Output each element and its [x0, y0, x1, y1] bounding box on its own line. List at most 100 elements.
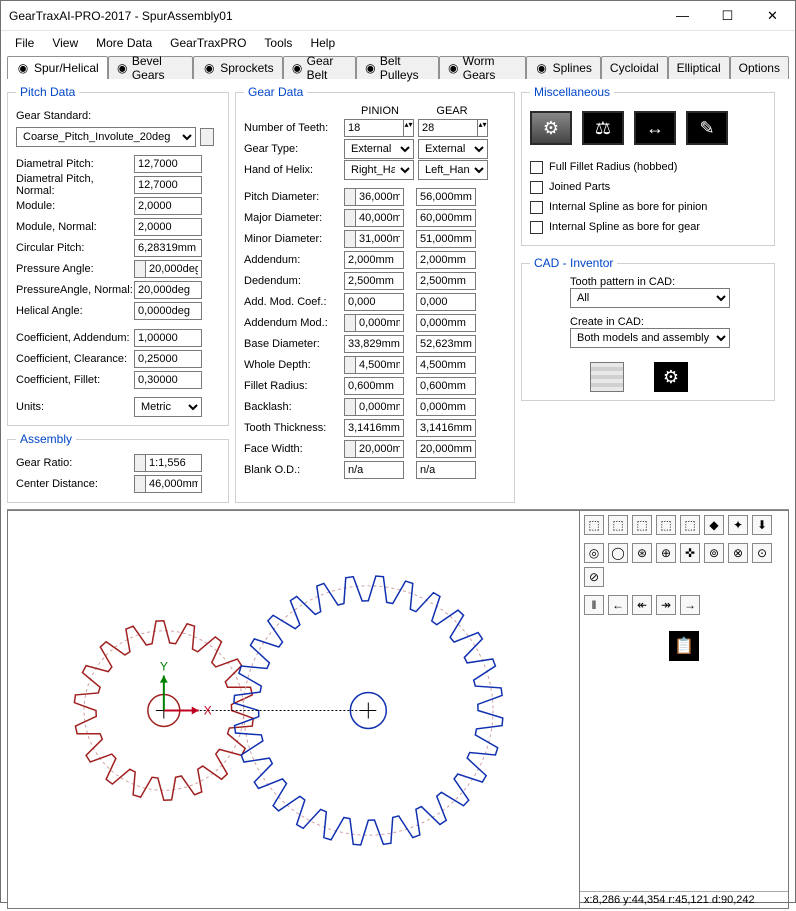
- value-input[interactable]: [134, 329, 202, 347]
- pinion-input[interactable]: [355, 188, 404, 206]
- gear-input[interactable]: [416, 419, 476, 437]
- misc-btn-1[interactable]: ⚙: [530, 111, 572, 145]
- value-input[interactable]: [134, 239, 202, 257]
- link-icon[interactable]: [344, 440, 355, 458]
- menu-more-data[interactable]: More Data: [96, 36, 152, 50]
- units-select[interactable]: Metric: [134, 397, 202, 417]
- gear-input[interactable]: [416, 440, 476, 458]
- clipboard-icon[interactable]: 📋: [669, 631, 699, 661]
- view2d-icon-8[interactable]: ⊘: [584, 567, 604, 587]
- menu-view[interactable]: View: [52, 36, 78, 50]
- misc-btn-4[interactable]: ✎: [686, 111, 728, 145]
- view2d-icon-3[interactable]: ⊕: [656, 543, 676, 563]
- link-icon[interactable]: [134, 260, 145, 278]
- gear-input[interactable]: [416, 335, 476, 353]
- teeth-gear-input[interactable]: [418, 119, 478, 137]
- link-icon[interactable]: [344, 188, 355, 206]
- tab-sprockets[interactable]: ◉Sprockets: [193, 56, 282, 79]
- ffwd-icon[interactable]: ↠: [656, 595, 676, 615]
- menu-help[interactable]: Help: [310, 36, 335, 50]
- type-gear-select[interactable]: External: [418, 139, 488, 159]
- view2d-icon-2[interactable]: ⊛: [632, 543, 652, 563]
- gear-input[interactable]: [416, 356, 476, 374]
- pinion-input[interactable]: [344, 419, 404, 437]
- value-input[interactable]: [134, 371, 202, 389]
- link-icon[interactable]: [344, 356, 355, 374]
- tab-spur-helical[interactable]: ◉Spur/Helical: [7, 56, 108, 79]
- view3d-icon-4[interactable]: ⬚: [680, 515, 700, 535]
- view3d-icon-5[interactable]: ◆: [704, 515, 724, 535]
- checkbox[interactable]: [530, 221, 543, 234]
- value-input[interactable]: [134, 176, 202, 194]
- value-input[interactable]: [145, 260, 202, 278]
- checkbox[interactable]: [530, 181, 543, 194]
- pinion-input[interactable]: [344, 272, 404, 290]
- view3d-icon-7[interactable]: ⬇: [752, 515, 772, 535]
- tab-options[interactable]: Options: [730, 56, 789, 79]
- pinion-input[interactable]: [344, 335, 404, 353]
- view3d-icon-0[interactable]: ⬚: [584, 515, 604, 535]
- pinion-input[interactable]: [355, 230, 404, 248]
- create-cad-select[interactable]: Both models and assembly: [570, 328, 730, 348]
- teeth-pinion-input[interactable]: [344, 119, 404, 137]
- pinion-input[interactable]: [344, 293, 404, 311]
- view2d-icon-4[interactable]: ✜: [680, 543, 700, 563]
- gear-input[interactable]: [416, 188, 476, 206]
- checkbox[interactable]: [530, 201, 543, 214]
- gear-input[interactable]: [416, 398, 476, 416]
- tab-worm-gears[interactable]: ◉Worm Gears: [439, 56, 526, 79]
- view2d-icon-7[interactable]: ⊙: [752, 543, 772, 563]
- tab-elliptical[interactable]: Elliptical: [668, 56, 730, 79]
- pause-icon[interactable]: ‖: [584, 595, 604, 615]
- gear-viewer[interactable]: XY: [7, 510, 579, 909]
- pinion-input[interactable]: [344, 461, 404, 479]
- view2d-icon-0[interactable]: ◎: [584, 543, 604, 563]
- gear-standard-select[interactable]: Coarse_Pitch_Involute_20deg: [16, 127, 196, 147]
- link-icon[interactable]: [134, 475, 145, 493]
- cad-grid-button[interactable]: [590, 362, 624, 392]
- close-button[interactable]: ✕: [750, 1, 795, 31]
- tab-belt-pulleys[interactable]: ◉Belt Pulleys: [356, 56, 439, 79]
- link-icon[interactable]: [344, 314, 355, 332]
- value-input[interactable]: [134, 197, 202, 215]
- value-input[interactable]: [134, 155, 202, 173]
- gear-input[interactable]: [416, 293, 476, 311]
- pinion-input[interactable]: [355, 314, 404, 332]
- tooth-pattern-select[interactable]: All: [570, 288, 730, 308]
- helix-gear-select[interactable]: Left_Hand: [418, 160, 488, 180]
- pinion-input[interactable]: [355, 398, 404, 416]
- pinion-input[interactable]: [344, 377, 404, 395]
- menu-tools[interactable]: Tools: [264, 36, 292, 50]
- pinion-input[interactable]: [344, 251, 404, 269]
- minimize-button[interactable]: —: [660, 1, 705, 31]
- gear-input[interactable]: [416, 251, 476, 269]
- cad-create-button[interactable]: ⚙: [654, 362, 688, 392]
- link-icon[interactable]: [344, 230, 355, 248]
- next-icon[interactable]: →: [680, 595, 700, 615]
- prev-icon[interactable]: ←: [608, 595, 628, 615]
- tab-cycloidal[interactable]: Cycloidal: [601, 56, 668, 79]
- value-input[interactable]: [145, 454, 202, 472]
- view2d-icon-5[interactable]: ⊚: [704, 543, 724, 563]
- rewind-icon[interactable]: ↞: [632, 595, 652, 615]
- gear-input[interactable]: [416, 272, 476, 290]
- value-input[interactable]: [134, 281, 202, 299]
- view3d-icon-3[interactable]: ⬚: [656, 515, 676, 535]
- helix-pinion-select[interactable]: Right_Han: [344, 160, 414, 180]
- pinion-input[interactable]: [355, 440, 404, 458]
- gear-input[interactable]: [416, 461, 476, 479]
- view3d-icon-2[interactable]: ⬚: [632, 515, 652, 535]
- type-pinion-select[interactable]: External: [344, 139, 414, 159]
- tab-splines[interactable]: ◉Splines: [526, 56, 601, 79]
- view2d-icon-1[interactable]: ◯: [608, 543, 628, 563]
- link-icon[interactable]: [344, 398, 355, 416]
- view3d-icon-6[interactable]: ✦: [728, 515, 748, 535]
- gear-input[interactable]: [416, 377, 476, 395]
- pinion-input[interactable]: [355, 356, 404, 374]
- maximize-button[interactable]: ☐: [705, 1, 750, 31]
- std-link-icon[interactable]: [200, 128, 214, 146]
- misc-btn-2[interactable]: ⚖: [582, 111, 624, 145]
- menu-file[interactable]: File: [15, 36, 34, 50]
- link-icon[interactable]: [344, 209, 355, 227]
- checkbox[interactable]: [530, 161, 543, 174]
